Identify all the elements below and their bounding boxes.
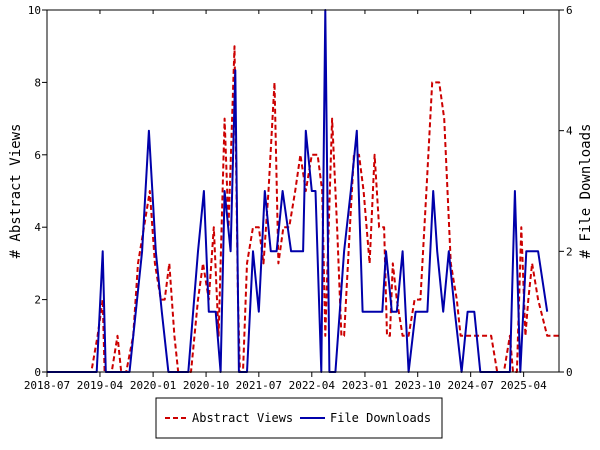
x-tick-label-4: 2021-07 xyxy=(236,379,282,392)
x-tick-label-0: 2018-07 xyxy=(24,379,70,392)
legend-label-file-downloads: File Downloads xyxy=(330,411,431,425)
plot-frame xyxy=(46,9,560,373)
y-left-tick-label-5: 10 xyxy=(28,4,41,17)
x-axis: 2018-07 2019-04 2020-01 2020-10 2021-07 2022-… xyxy=(24,10,547,392)
y-right-tick-label-0: 0 xyxy=(566,366,573,379)
x-tick-label-7: 2023-10 xyxy=(395,379,441,392)
y-axis-left: 0 2 4 6 8 10 xyxy=(28,4,47,379)
x-tick-label-5: 2022-04 xyxy=(289,379,336,392)
x-tick-label-2: 2020-01 xyxy=(130,379,176,392)
y-left-tick-label-4: 8 xyxy=(34,76,41,89)
legend-box xyxy=(155,397,443,439)
y-right-tick-label-2: 4 xyxy=(566,125,573,138)
y-left-tick-label-0: 0 xyxy=(34,366,41,379)
x-tick-label-3: 2020-10 xyxy=(183,379,229,392)
legend-label-abstract-views: Abstract Views xyxy=(192,411,293,425)
x-tick-label-8: 2024-07 xyxy=(447,379,493,392)
x-tick-label-9: 2025-04 xyxy=(500,379,547,392)
y-axis-left-title: # Abstract Views xyxy=(8,124,24,259)
x-tick-label-6: 2023-01 xyxy=(342,379,388,392)
x-tick-label-1: 2019-04 xyxy=(77,379,124,392)
y-axis-right-title: # File Downloads xyxy=(578,124,594,259)
series-line-abstract-views xyxy=(47,45,559,373)
plot-area xyxy=(47,10,559,372)
y-right-tick-label-3: 6 xyxy=(566,4,573,17)
legend: Abstract Views File Downloads xyxy=(155,397,443,439)
y-left-tick-label-1: 2 xyxy=(34,294,41,307)
y-left-tick-label-2: 4 xyxy=(34,221,41,234)
y-right-tick-label-1: 2 xyxy=(566,245,573,258)
y-axis-right: 0 2 4 6 xyxy=(559,4,573,379)
y-left-tick-label-3: 6 xyxy=(34,149,41,162)
